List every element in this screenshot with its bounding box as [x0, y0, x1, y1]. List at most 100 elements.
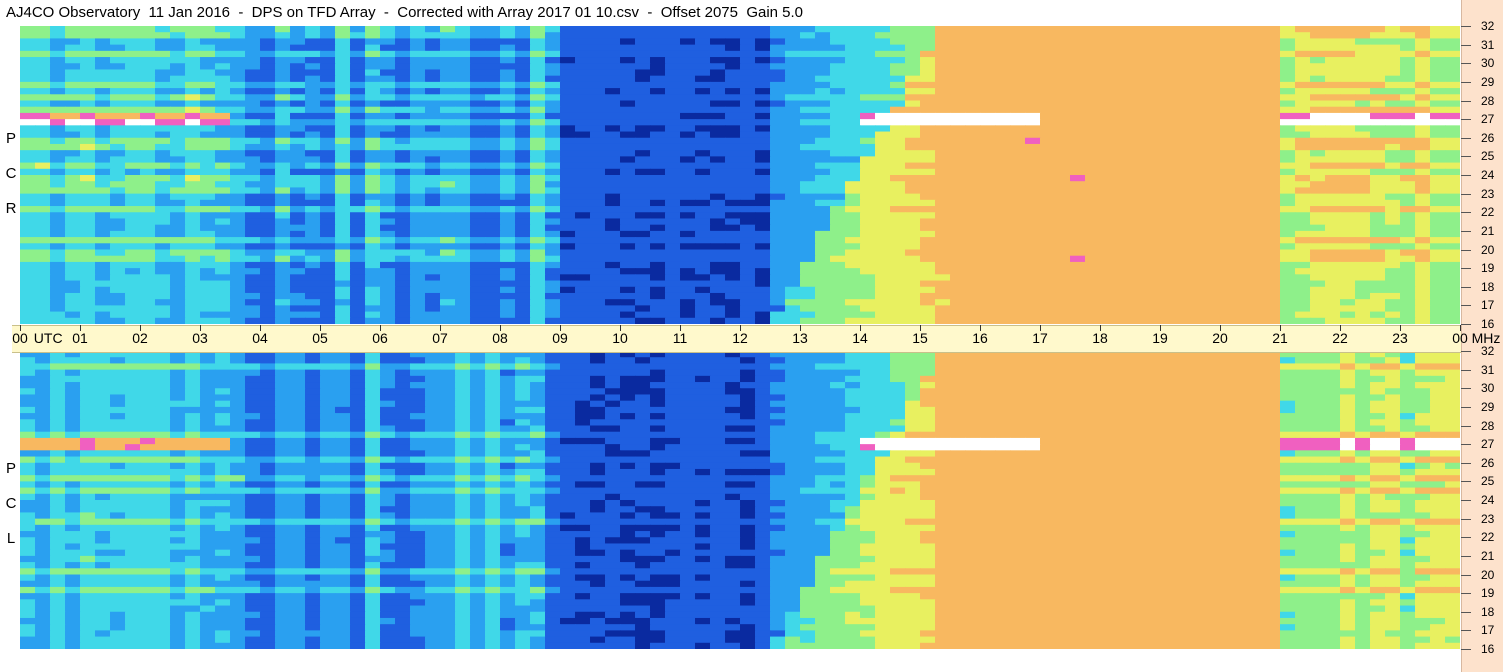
rcp-heatmap-cell	[1385, 175, 1401, 182]
rcp-heatmap-cell	[455, 168, 471, 176]
rcp-heatmap-cell	[1145, 224, 1161, 232]
rcp-heatmap-cell	[395, 305, 411, 313]
rcp-heatmap-cell	[1055, 243, 1071, 251]
rcp-heatmap-cell	[125, 75, 141, 83]
rcp-heatmap-cell	[1340, 38, 1356, 46]
rcp-heatmap-cell	[1325, 268, 1341, 275]
rcp-heatmap-cell	[1160, 261, 1176, 269]
rcp-heatmap-cell	[245, 212, 261, 220]
rcp-heatmap-cell	[500, 292, 516, 300]
rcp-heatmap-cell	[1025, 299, 1041, 306]
rcp-heatmap-cell	[650, 255, 666, 263]
rcp-heatmap-cell	[1025, 81, 1041, 89]
rcp-heatmap-cell	[80, 199, 96, 207]
rcp-heatmap-cell	[335, 50, 351, 58]
rcp-heatmap-cell	[1430, 156, 1446, 164]
lcp-heatmap-cell	[200, 363, 216, 371]
rcp-heatmap-cell	[50, 168, 66, 176]
rcp-heatmap-cell	[275, 206, 291, 213]
rcp-heatmap-cell	[170, 230, 186, 238]
rcp-heatmap-cell	[110, 292, 126, 300]
rcp-heatmap-cell	[95, 63, 111, 71]
rcp-heatmap-cell	[1040, 292, 1056, 300]
rcp-heatmap-cell	[875, 193, 891, 201]
rcp-heatmap-cell	[1265, 305, 1281, 313]
rcp-heatmap-cell	[680, 224, 696, 232]
rcp-heatmap-cell	[740, 237, 756, 244]
rcp-heatmap-cell	[1070, 69, 1086, 77]
rcp-heatmap-cell	[1370, 75, 1386, 83]
rcp-heatmap-cell	[1010, 255, 1026, 263]
rcp-heatmap-cell	[1010, 181, 1026, 189]
rcp-heatmap-cell	[635, 199, 651, 207]
rcp-heatmap-cell	[575, 230, 591, 238]
lcp-heatmap-cell	[170, 351, 186, 358]
rcp-heatmap-cell	[95, 206, 111, 213]
rcp-heatmap-cell	[245, 75, 261, 83]
rcp-heatmap-cell	[1400, 193, 1416, 201]
rcp-heatmap-cell	[755, 125, 771, 133]
rcp-heatmap-cell	[845, 286, 861, 294]
rcp-heatmap-cell	[410, 206, 426, 213]
lcp-heatmap-cell	[1250, 351, 1266, 358]
lcp-heatmap-cell	[110, 351, 126, 358]
rcp-heatmap-cell	[920, 119, 936, 126]
rcp-heatmap-cell	[1400, 44, 1416, 52]
rcp-heatmap-cell	[680, 286, 696, 294]
rcp-heatmap-cell	[710, 311, 726, 319]
rcp-heatmap-cell	[365, 26, 381, 33]
rcp-heatmap-cell	[50, 57, 66, 64]
rcp-heatmap-cell	[890, 249, 906, 257]
rcp-heatmap-cell	[275, 32, 291, 40]
rcp-heatmap-cell	[785, 181, 801, 189]
rcp-heatmap-cell	[425, 57, 441, 64]
rcp-heatmap-cell	[1235, 249, 1251, 257]
rcp-heatmap-cell	[260, 32, 276, 40]
rcp-heatmap-cell	[860, 274, 876, 282]
rcp-heatmap-cell	[485, 199, 501, 207]
rcp-heatmap-cell	[335, 187, 351, 195]
rcp-heatmap-cell	[230, 274, 246, 282]
rcp-heatmap-cell	[1085, 38, 1101, 46]
rcp-heatmap-cell	[905, 88, 921, 95]
rcp-heatmap-cell	[860, 119, 876, 126]
rcp-heatmap-cell	[155, 212, 171, 220]
rcp-heatmap-cell	[200, 224, 216, 232]
rcp-heatmap-cell	[1040, 212, 1056, 220]
rcp-heatmap-cell	[1310, 292, 1326, 300]
rcp-heatmap-cell	[50, 137, 66, 145]
rcp-heatmap-cell	[1205, 305, 1221, 313]
rcp-heatmap-cell	[1100, 44, 1116, 52]
rcp-heatmap-cell	[35, 94, 51, 102]
lcp-heatmap-cell	[1100, 363, 1116, 371]
rcp-heatmap-cell	[1025, 168, 1041, 176]
rcp-heatmap-cell	[905, 100, 921, 108]
rcp-heatmap-cell	[905, 299, 921, 306]
rcp-heatmap-cell	[560, 106, 576, 114]
rcp-heatmap-cell	[890, 199, 906, 207]
rcp-heatmap-cell	[1040, 63, 1056, 71]
rcp-heatmap-cell	[935, 57, 951, 64]
rcp-heatmap-cell	[1025, 150, 1041, 157]
rcp-heatmap-cell	[1085, 311, 1101, 319]
rcp-heatmap-cell	[260, 292, 276, 300]
rcp-heatmap-cell	[530, 243, 546, 251]
rcp-heatmap-cell	[1310, 106, 1326, 114]
lcp-heatmap-cell	[485, 369, 501, 377]
rcp-heatmap-cell	[710, 38, 726, 46]
rcp-heatmap-cell	[125, 187, 141, 195]
rcp-heatmap-cell	[1220, 261, 1236, 269]
rcp-heatmap-cell	[860, 150, 876, 157]
rcp-heatmap-cell	[290, 187, 306, 195]
rcp-heatmap-cell	[35, 175, 51, 182]
rcp-heatmap-cell	[200, 292, 216, 300]
rcp-heatmap-cell	[215, 63, 231, 71]
rcp-heatmap-cell	[950, 181, 966, 189]
rcp-heatmap-cell	[725, 32, 741, 40]
rcp-heatmap-cell	[695, 38, 711, 46]
rcp-heatmap-cell	[1430, 75, 1446, 83]
rcp-heatmap-cell	[140, 32, 156, 40]
rcp-heatmap-cell	[665, 292, 681, 300]
rcp-heatmap-cell	[500, 63, 516, 71]
lcp-heatmap-cell	[1340, 357, 1356, 365]
